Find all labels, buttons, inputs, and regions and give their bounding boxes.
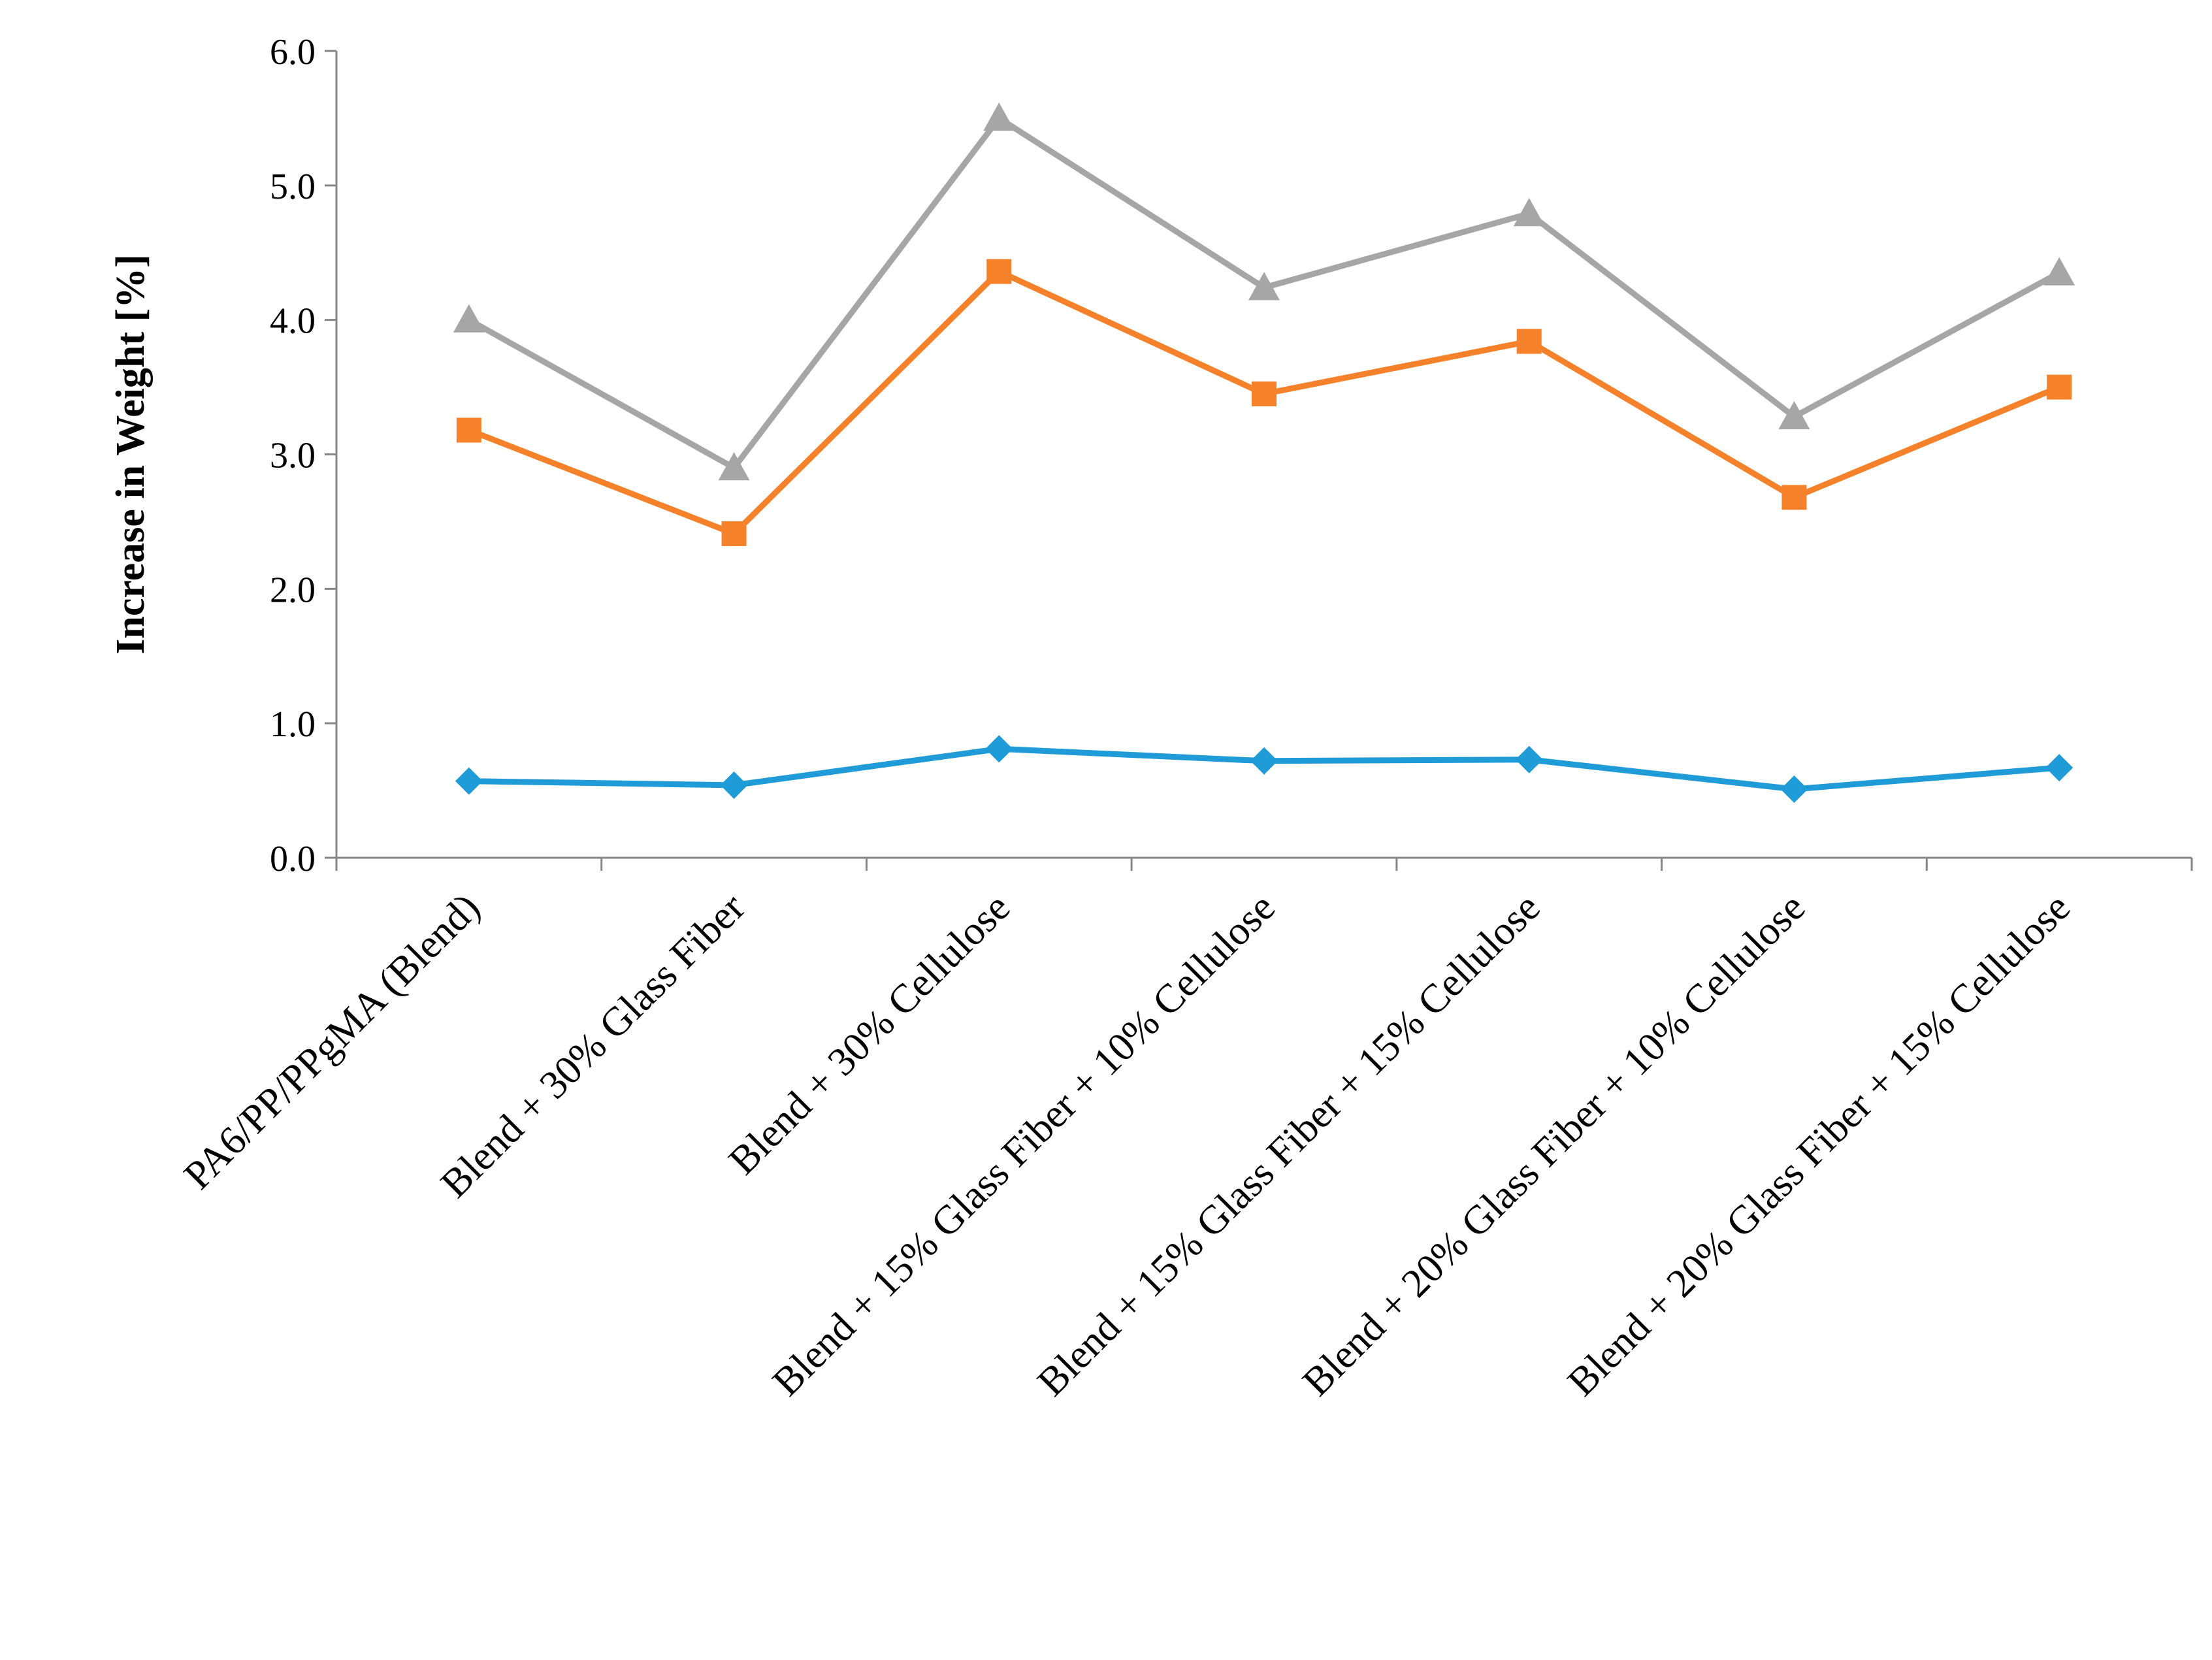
- series-diamond: [455, 735, 2074, 804]
- y-tick-label: 2.0: [270, 570, 316, 610]
- y-tick-label: 5.0: [270, 167, 316, 207]
- x-category-label: Blend + 30% Glass Fiber: [432, 885, 754, 1207]
- data-point: [1250, 747, 1278, 775]
- series-square: [456, 259, 2072, 546]
- data-point: [986, 259, 1012, 284]
- data-point: [2045, 754, 2074, 782]
- data-point: [1781, 485, 1807, 510]
- y-axis-title: Increase in Weight [%]: [108, 254, 153, 655]
- series-layer: [453, 102, 2075, 804]
- labels-layer: 0.0 1.0 2.0 3.0 4.0 5.0 6.0 PA6/PP/PPgMA (Blend…: [108, 32, 2079, 1405]
- data-point: [456, 417, 481, 443]
- data-point: [985, 735, 1013, 763]
- y-tick-label: 6.0: [270, 32, 316, 73]
- data-point: [453, 304, 485, 333]
- data-point: [1248, 272, 1280, 301]
- axes: [325, 50, 2193, 871]
- data-point: [1515, 745, 1543, 773]
- y-tick-label: 1.0: [270, 704, 316, 745]
- data-point: [1516, 329, 1542, 354]
- data-point: [720, 771, 748, 799]
- x-category-label: Blend + 15% Glass Fiber + 15% Cellulose: [1029, 885, 1548, 1405]
- data-point: [721, 521, 747, 546]
- x-category-label: Blend + 20% Glass Fiber + 15% Cellulose: [1559, 885, 2079, 1405]
- series-triangle: [453, 102, 2075, 481]
- y-tick-label: 3.0: [270, 436, 316, 476]
- data-point: [1778, 400, 1810, 430]
- x-category-label: Blend + 20% Glass Fiber + 10% Cellulose: [1294, 885, 1814, 1405]
- x-category-label: PA6/PP/PPgMA (Blend): [176, 885, 489, 1198]
- data-point: [1252, 381, 1277, 406]
- y-tick-label: 0.0: [270, 839, 316, 879]
- data-point: [2047, 374, 2072, 400]
- data-point: [455, 767, 483, 795]
- data-point: [1513, 198, 1545, 227]
- y-tick-label: 4.0: [270, 301, 316, 342]
- x-category-label: Blend + 15% Glass Fiber + 10% Cellulose: [764, 885, 1284, 1405]
- data-point: [1780, 775, 1808, 804]
- data-point: [2043, 257, 2075, 285]
- x-category-label: Blend + 30% Cellulose: [721, 885, 1018, 1183]
- data-point: [718, 452, 750, 481]
- data-point: [983, 102, 1015, 131]
